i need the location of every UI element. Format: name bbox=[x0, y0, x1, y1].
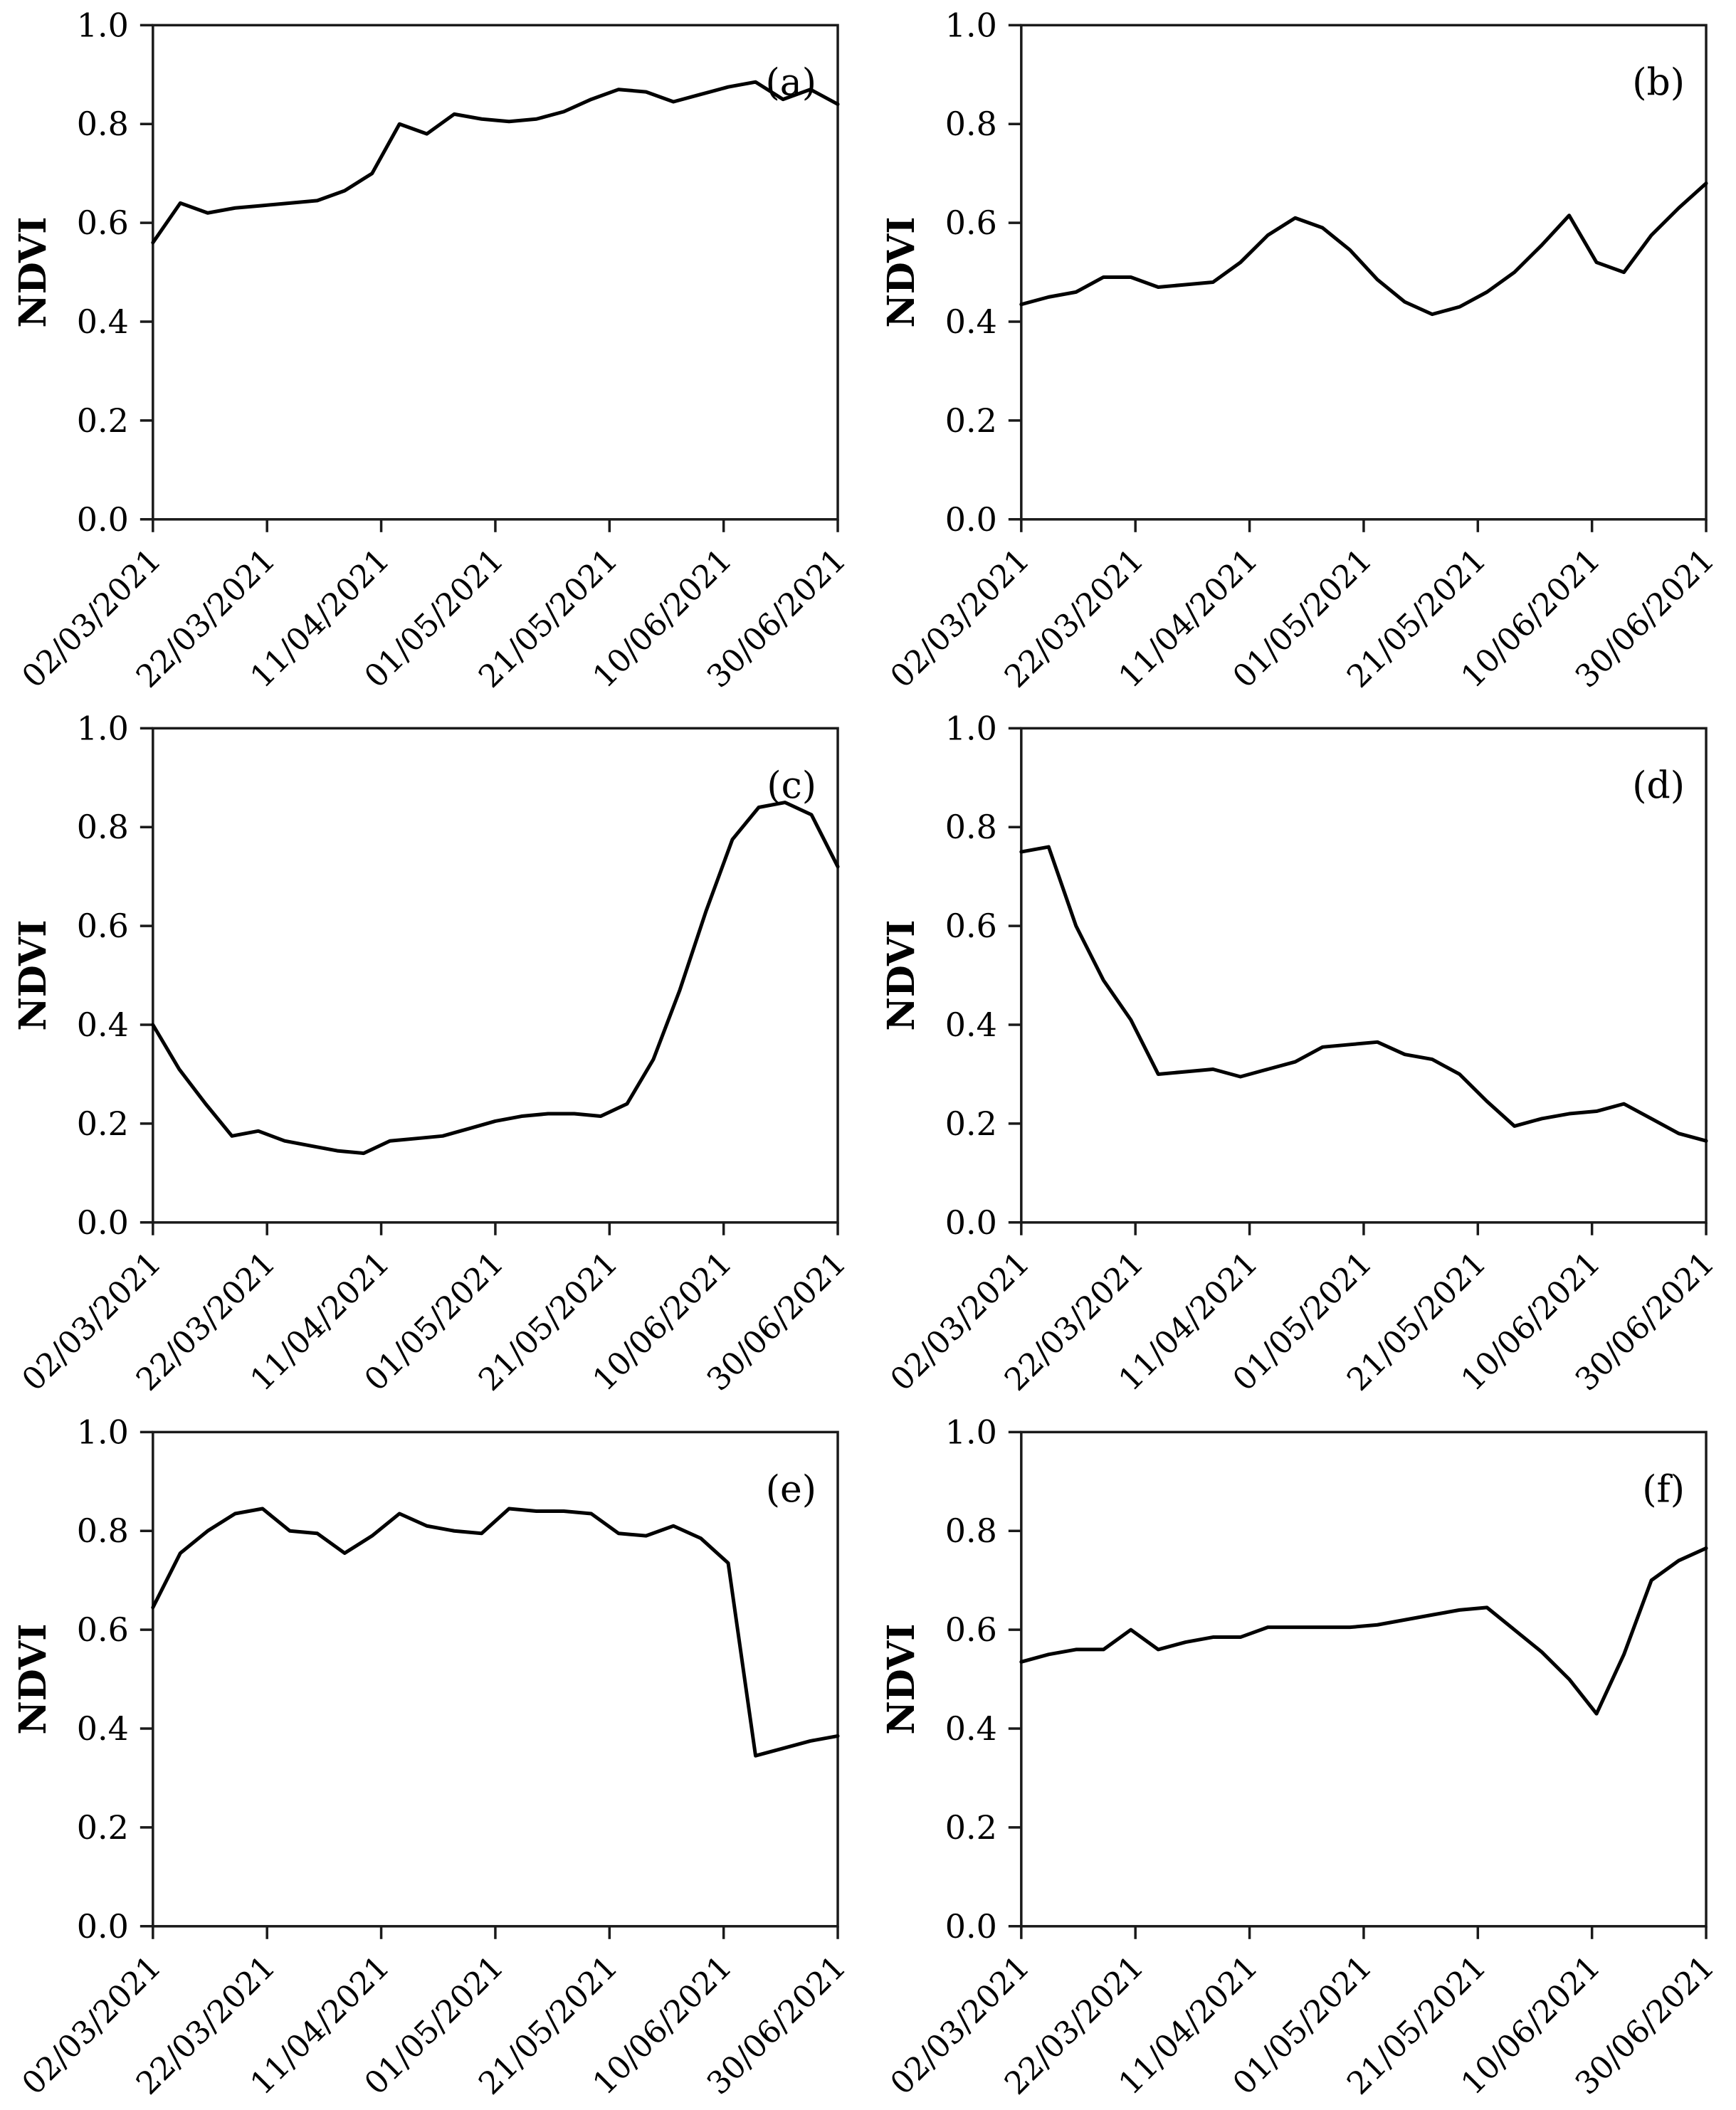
panel-label: (b) bbox=[1632, 61, 1685, 104]
y-tick-label: 0.4 bbox=[945, 302, 996, 341]
panel-label: (d) bbox=[1632, 765, 1685, 808]
y-tick-label: 0.2 bbox=[945, 401, 996, 440]
y-axis-title: NDVI bbox=[879, 920, 922, 1031]
y-axis-title: NDVI bbox=[879, 216, 922, 327]
y-tick-label: 0.4 bbox=[945, 1006, 996, 1044]
ndvi-line bbox=[1019, 181, 1708, 317]
panel-a: 0.0 0.2 0.4 0.6 0.8 1.0 02/03/2021 22/03/2021 11… bbox=[0, 0, 868, 703]
panel-d: 0.0 0.2 0.4 0.6 0.8 1.0 02/03/2021 22/03/2021 11… bbox=[868, 703, 1736, 1406]
panel-d-chart: 0.00.20.40.60.81.002/03/202122/03/202111… bbox=[879, 710, 1721, 1398]
panel-c: 0.0 0.2 0.4 0.6 0.8 1.0 02/03/2021 22/03/2021 11… bbox=[0, 703, 868, 1406]
panel-c-chart: 0.00.20.40.60.81.002/03/202122/03/202111… bbox=[11, 710, 853, 1398]
y-tick-label: 0.8 bbox=[945, 808, 996, 847]
ndvi-line bbox=[151, 801, 840, 1156]
y-tick-label: 0.2 bbox=[77, 401, 129, 440]
y-tick-label: 0.4 bbox=[945, 1709, 996, 1748]
panel-e: 0.0 0.2 0.4 0.6 0.8 1.0 02/03/2021 22/03/2021 11… bbox=[0, 1407, 868, 2110]
plot-box bbox=[152, 23, 839, 521]
y-tick-label: 0.0 bbox=[945, 1906, 996, 1945]
panel-a-chart: 0.00.20.40.60.81.002/03/202122/03/202111… bbox=[11, 6, 853, 695]
panel-e-chart: 0.00.20.40.60.81.002/03/202122/03/202111… bbox=[11, 1413, 853, 2101]
y-tick-label: 0.6 bbox=[77, 907, 129, 945]
y-tick-label: 0.6 bbox=[945, 1610, 996, 1649]
y-tick-label: 0.2 bbox=[77, 1104, 129, 1143]
y-tick-label: 1.0 bbox=[945, 1413, 996, 1451]
y-tick-label: 0.2 bbox=[77, 1808, 129, 1847]
y-tick-label: 0.8 bbox=[77, 808, 129, 847]
y-axis-title: NDVI bbox=[11, 216, 55, 327]
plot-box bbox=[1019, 23, 1708, 521]
y-tick-label: 0.6 bbox=[945, 204, 996, 242]
y-tick-label: 0.0 bbox=[945, 500, 996, 539]
ndvi-line bbox=[151, 80, 840, 245]
y-tick-label: 0.8 bbox=[77, 105, 129, 143]
y-tick-label: 1.0 bbox=[945, 6, 996, 44]
y-tick-label: 0.8 bbox=[945, 1512, 996, 1550]
y-tick-label: 0.4 bbox=[77, 1709, 129, 1748]
plot-box bbox=[152, 1430, 839, 1928]
y-tick-label: 0.6 bbox=[77, 204, 129, 242]
plot-box bbox=[1019, 727, 1708, 1224]
y-tick-label: 0.0 bbox=[77, 500, 129, 539]
y-tick-label: 0.8 bbox=[945, 105, 996, 143]
plot-box bbox=[1019, 1430, 1708, 1928]
y-tick-label: 1.0 bbox=[77, 1413, 129, 1451]
y-tick-label: 0.2 bbox=[945, 1808, 996, 1847]
panel-label: (f) bbox=[1642, 1468, 1685, 1511]
plot-box bbox=[152, 727, 839, 1224]
ndvi-line bbox=[151, 1507, 840, 1758]
panel-f-chart: 0.00.20.40.60.81.002/03/202122/03/202111… bbox=[879, 1413, 1721, 2101]
panel-label: (c) bbox=[767, 765, 816, 808]
y-tick-label: 0.6 bbox=[945, 907, 996, 945]
panel-b-chart: 0.00.20.40.60.81.002/03/202122/03/202111… bbox=[879, 6, 1721, 695]
y-tick-label: 0.6 bbox=[77, 1610, 129, 1649]
panel-label: (e) bbox=[766, 1468, 816, 1511]
y-tick-label: 0.0 bbox=[945, 1203, 996, 1242]
y-tick-label: 0.0 bbox=[77, 1203, 129, 1242]
ndvi-line bbox=[1019, 845, 1708, 1144]
y-tick-label: 1.0 bbox=[77, 710, 129, 748]
y-axis-title: NDVI bbox=[11, 920, 55, 1031]
y-tick-label: 0.4 bbox=[77, 1006, 129, 1044]
panel-f: 0.0 0.2 0.4 0.6 0.8 1.0 02/03/2021 22/03/2021 11… bbox=[868, 1407, 1736, 2110]
y-tick-label: 0.4 bbox=[77, 302, 129, 341]
y-tick-label: 1.0 bbox=[945, 710, 996, 748]
panel-b: 0.0 0.2 0.4 0.6 0.8 1.0 02/03/2021 22/03/2021 11… bbox=[868, 0, 1736, 703]
y-tick-label: 0.0 bbox=[77, 1906, 129, 1945]
y-tick-label: 1.0 bbox=[77, 6, 129, 44]
y-tick-label: 0.8 bbox=[77, 1512, 129, 1550]
ndvi-line bbox=[1019, 1546, 1708, 1716]
y-axis-title: NDVI bbox=[879, 1623, 922, 1734]
y-axis-title: NDVI bbox=[11, 1623, 55, 1734]
y-tick-label: 0.2 bbox=[945, 1104, 996, 1143]
